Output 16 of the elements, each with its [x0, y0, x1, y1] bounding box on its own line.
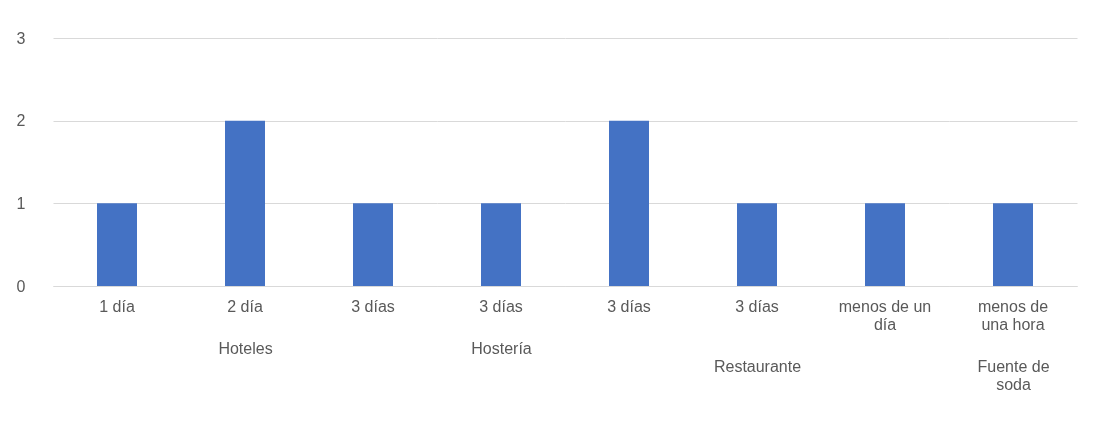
x-tick-label: 2 día — [227, 297, 263, 315]
x-tick-label: 3 días — [607, 297, 651, 315]
x-tick-label: menos de un día — [838, 297, 932, 333]
x-axis-title: Restaurante — [713, 357, 802, 375]
x-axis-title: Fuente de soda — [977, 357, 1050, 393]
y-tick-label: 0 — [16, 277, 26, 295]
x-tick-label: menos de una hora — [977, 297, 1049, 333]
x-tick-label: 3 días — [735, 297, 779, 315]
x-tick-label: 3 días — [479, 297, 523, 315]
y-tick-label: 3 — [16, 29, 26, 47]
y-tick-label: 1 — [16, 194, 26, 212]
x-tick-label: 3 días — [351, 297, 395, 315]
x-tick-label: 1 día — [99, 297, 135, 315]
y-tick-label: 2 — [16, 112, 26, 130]
x-axis-title: Hostería — [471, 339, 532, 357]
x-axis-title: Hoteles — [218, 339, 273, 357]
